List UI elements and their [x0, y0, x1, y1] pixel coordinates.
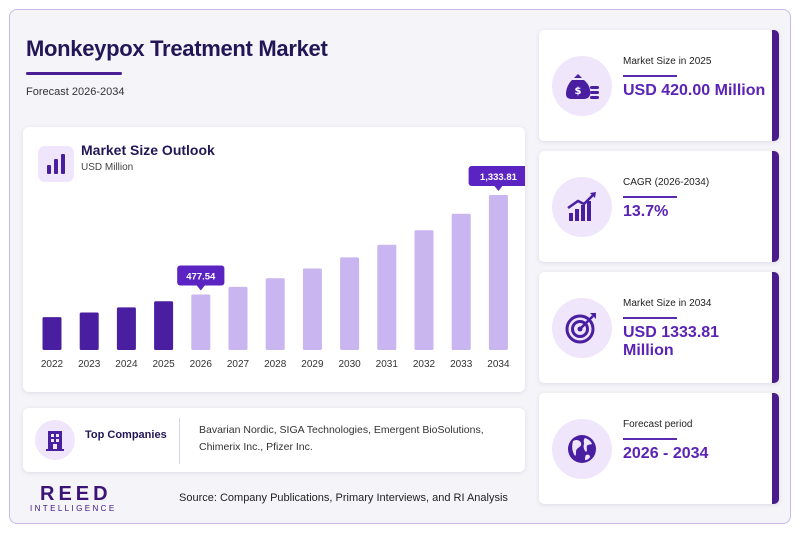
svg-text:$: $ [575, 86, 582, 97]
svg-text:477.54: 477.54 [186, 272, 216, 283]
stat-label: Market Size in 2025 [623, 56, 712, 67]
bar-2028 [265, 278, 285, 350]
bar-2033 [451, 213, 471, 350]
x-tick-label: 2029 [301, 359, 324, 370]
stat-label: Market Size in 2034 [623, 298, 712, 309]
x-tick-label: 2030 [338, 359, 361, 370]
bar-2030 [340, 257, 360, 350]
growth-chart-icon [552, 177, 612, 237]
chart-title: Market Size Outlook [81, 142, 215, 158]
bar-chart: 2022 2023 2024 2025 2026 2027 2028 2029 2030 2031… [41, 166, 525, 370]
x-tick-label: 2033 [450, 359, 473, 370]
stat-value: USD 420.00 Million [623, 82, 766, 99]
x-tick-label: 2027 [227, 359, 250, 370]
bar-2031 [377, 244, 397, 350]
stat-underline [623, 196, 677, 198]
x-tick-label: 2028 [264, 359, 287, 370]
data-label-2026: 477.54 [177, 265, 225, 291]
building-icon [35, 420, 75, 460]
brand-tagline: INTELLIGENCE [30, 504, 117, 513]
stat-label: Forecast period [623, 419, 693, 430]
x-tick-label: 2025 [152, 359, 175, 370]
data-label-2034: 1,333.81 [468, 166, 525, 191]
x-tick-label: 2031 [376, 359, 399, 370]
title-underline [26, 72, 122, 75]
target-icon [552, 298, 612, 358]
brand-logo: REED [40, 483, 112, 505]
x-tick-label: 2026 [190, 359, 213, 370]
x-tick-label: 2023 [78, 359, 101, 370]
bar-2026 [191, 294, 211, 350]
stat-label: CAGR (2026-2034) [623, 177, 710, 188]
source-note: Source: Company Publications, Primary In… [179, 492, 508, 504]
stat-card-market-size-2025: $ Market Size in 2025 USD 420.00 Million [539, 30, 779, 141]
x-tick-label: 2022 [41, 359, 64, 370]
bar-2023 [79, 312, 99, 350]
stat-underline [623, 438, 677, 440]
companies-line-1: Bavarian Nordic, SIGA Technologies, Emer… [199, 424, 484, 436]
bar-chart-icon [38, 146, 74, 182]
stat-value: 2026 - 2034 [623, 445, 709, 462]
bar-2029 [302, 268, 322, 350]
bar-2032 [414, 230, 434, 350]
stat-underline [623, 317, 677, 319]
page-title: Monkeypox Treatment Market [26, 36, 328, 61]
page-subtitle: Forecast 2026-2034 [26, 86, 125, 98]
bar-2024 [116, 307, 136, 350]
globe-icon [552, 419, 612, 479]
stat-underline [623, 75, 677, 77]
x-tick-label: 2034 [487, 359, 510, 370]
bar-2027 [228, 286, 248, 350]
divider [179, 418, 180, 464]
stat-card-forecast-period: Forecast period 2026 - 2034 [539, 393, 779, 504]
x-tick-label: 2032 [413, 359, 436, 370]
stat-value: 13.7% [623, 203, 669, 220]
stat-value: USD 1333.81 Million [623, 324, 720, 359]
svg-text:1,333.81: 1,333.81 [480, 172, 518, 183]
companies-line-2: Chimerix Inc., Pfizer Inc. [199, 441, 313, 453]
chart-unit: USD Million [81, 162, 134, 173]
stat-card-cagr: CAGR (2026-2034) 13.7% [539, 151, 779, 262]
x-tick-label: 2024 [115, 359, 138, 370]
companies-list: Bavarian Nordic, SIGA Technologies, Emer… [199, 422, 509, 456]
top-companies-card: Top Companies Bavarian Nordic, SIGA Tech… [23, 408, 525, 472]
bar-2025 [154, 301, 174, 350]
top-companies-label: Top Companies [85, 429, 167, 441]
chart-card: Market Size Outlook USD Million 2022 2023… [23, 127, 525, 392]
money-bag-icon: $ [552, 56, 612, 116]
bar-2022 [42, 317, 62, 350]
bar-2034 [488, 195, 508, 350]
stat-card-market-size-2034: Market Size in 2034 USD 1333.81 Million [539, 272, 779, 383]
